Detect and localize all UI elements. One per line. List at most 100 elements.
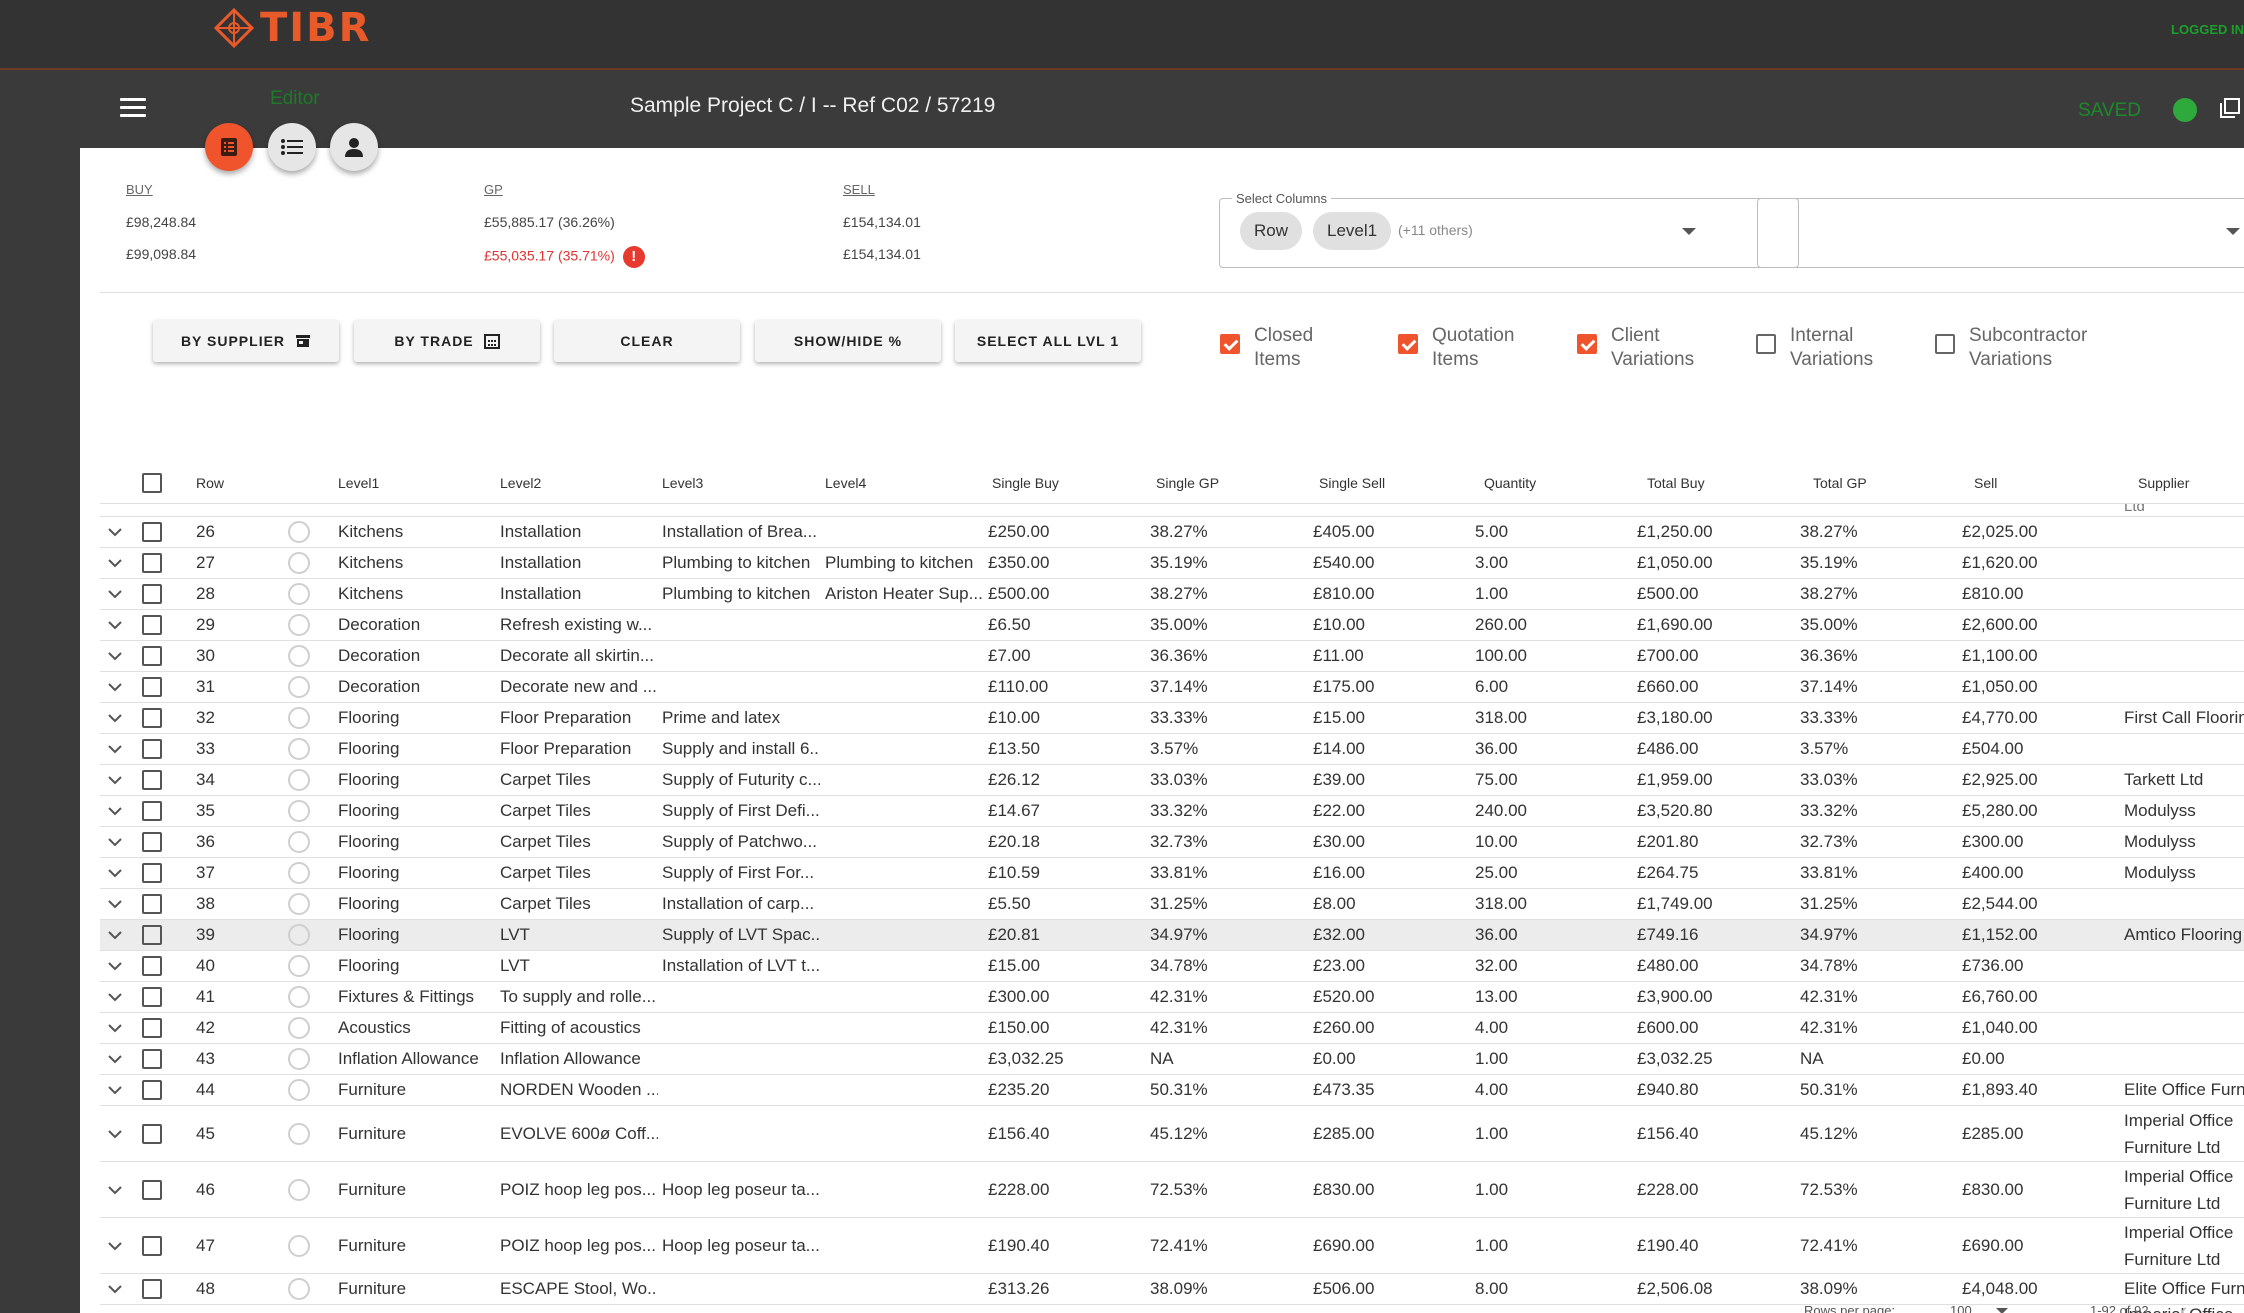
column-chip-row[interactable]: Row (1240, 212, 1303, 250)
row-radio[interactable] (288, 614, 310, 636)
row-checkbox[interactable] (142, 584, 162, 604)
table-row[interactable]: 34 Flooring Carpet Tiles Supply of Futurity… (100, 765, 2244, 796)
row-radio[interactable] (288, 955, 310, 977)
row-radio[interactable] (288, 1017, 310, 1039)
column-chip-level1[interactable]: Level1 (1313, 212, 1392, 250)
clear-button[interactable]: CLEAR (554, 320, 740, 362)
hamburger-menu-icon[interactable] (120, 98, 146, 118)
table-row[interactable]: 30 Decoration Decorate all skirtin... £7.00… (100, 641, 2244, 672)
column-header-single-buy[interactable]: Single Buy (992, 475, 1059, 491)
row-checkbox[interactable] (142, 1179, 162, 1200)
expand-chevron-icon[interactable] (108, 899, 122, 909)
row-radio[interactable] (288, 862, 310, 884)
subcontractor-variations-filter[interactable]: Subcontractor Variations (1935, 324, 2087, 372)
expand-chevron-icon[interactable] (108, 868, 122, 878)
table-row[interactable]: 37 Flooring Carpet Tiles Supply of First Fo… (100, 858, 2244, 889)
expand-chevron-icon[interactable] (108, 1023, 122, 1033)
column-header-level2[interactable]: Level2 (500, 475, 542, 491)
tibr-logo[interactable]: TIBR (214, 4, 371, 52)
client-variations-filter[interactable]: Client Variations (1577, 324, 1721, 372)
expand-chevron-icon[interactable] (108, 775, 122, 785)
expand-chevron-icon[interactable] (108, 558, 122, 568)
row-checkbox[interactable] (142, 646, 162, 666)
table-row[interactable]: 39 Flooring LVT Supply of LVT Spac... £20.81… (100, 920, 2244, 951)
dropdown-arrow-icon[interactable] (1682, 228, 1696, 235)
secondary-select-dropdown[interactable] (1757, 198, 2244, 268)
table-row[interactable]: 27 Kitchens Installation Plumbing to kitche… (100, 548, 2244, 579)
previous-page-icon[interactable]: ‹ (2180, 1298, 2188, 1313)
expand-chevron-icon[interactable] (108, 930, 122, 940)
row-radio[interactable] (288, 893, 310, 915)
table-row[interactable]: 47 Furniture POIZ hoop leg pos... Hoop leg … (100, 1218, 2244, 1274)
expand-chevron-icon[interactable] (108, 589, 122, 599)
row-radio[interactable] (288, 738, 310, 760)
row-radio[interactable] (288, 769, 310, 791)
row-checkbox[interactable] (142, 801, 162, 821)
expand-chevron-icon[interactable] (108, 651, 122, 661)
row-checkbox[interactable] (142, 770, 162, 790)
row-checkbox[interactable] (142, 1018, 162, 1038)
quotation-items-filter[interactable]: Quotation Items (1398, 324, 1542, 372)
expand-chevron-icon[interactable] (108, 1054, 122, 1064)
row-checkbox[interactable] (142, 987, 162, 1007)
open-window-icon[interactable] (2220, 98, 2240, 118)
column-header-total-buy[interactable]: Total Buy (1647, 475, 1705, 491)
expand-chevron-icon[interactable] (108, 806, 122, 816)
client-variations-checkbox[interactable] (1577, 334, 1597, 354)
dropdown-arrow-icon[interactable] (2226, 228, 2240, 235)
column-header-supplier[interactable]: Supplier (2138, 475, 2190, 491)
row-radio[interactable] (288, 1079, 310, 1101)
column-header-single-sell[interactable]: Single Sell (1319, 475, 1386, 491)
expand-chevron-icon[interactable] (108, 1129, 122, 1139)
list-view-button[interactable] (268, 123, 316, 171)
row-radio[interactable] (288, 924, 310, 946)
row-radio[interactable] (288, 676, 310, 698)
by-trade-button[interactable]: BY TRADE (354, 320, 540, 362)
column-header-level3[interactable]: Level3 (662, 475, 704, 491)
row-radio[interactable] (288, 645, 310, 667)
quotation-items-checkbox[interactable] (1398, 334, 1418, 354)
expand-chevron-icon[interactable] (108, 1241, 122, 1251)
column-header-quantity[interactable]: Quantity (1484, 475, 1537, 491)
select-columns-dropdown[interactable] (1219, 198, 1799, 268)
table-row[interactable]: 36 Flooring Carpet Tiles Supply of Patchwo.… (100, 827, 2244, 858)
expand-chevron-icon[interactable] (108, 837, 122, 847)
column-header-row-number[interactable]: Row (196, 475, 225, 491)
warning-icon[interactable]: ! (622, 246, 645, 268)
expand-chevron-icon[interactable] (108, 961, 122, 971)
expand-chevron-icon[interactable] (108, 713, 122, 723)
table-row[interactable]: 48 Furniture ESCAPE Stool, Wo... £313.26 38.… (100, 1274, 2244, 1305)
rows-per-page-select[interactable]: 100 (1950, 1303, 1972, 1313)
client-view-button[interactable] (330, 123, 378, 171)
column-header-sell[interactable]: Sell (1974, 475, 1998, 491)
expand-chevron-icon[interactable] (108, 620, 122, 630)
row-radio[interactable] (288, 831, 310, 853)
row-checkbox[interactable] (142, 708, 162, 728)
internal-variations-checkbox[interactable] (1756, 334, 1776, 354)
select-all-rows-checkbox[interactable] (142, 473, 162, 493)
table-row[interactable]: 28 Kitchens Installation Plumbing to kitche… (100, 579, 2244, 610)
row-radio[interactable] (288, 521, 310, 543)
expand-chevron-icon[interactable] (108, 1284, 122, 1294)
table-row[interactable]: 26 Kitchens Installation Installation of Br… (100, 517, 2244, 548)
table-row[interactable]: 38 Flooring Carpet Tiles Installation of ca… (100, 889, 2244, 920)
row-checkbox[interactable] (142, 739, 162, 759)
column-header-total-gp[interactable]: Total GP (1813, 475, 1867, 491)
table-row[interactable]: 29 Decoration Refresh existing w... £6.50 35… (100, 610, 2244, 641)
row-checkbox[interactable] (142, 1279, 162, 1299)
expand-chevron-icon[interactable] (108, 744, 122, 754)
row-radio[interactable] (288, 1122, 310, 1145)
table-row[interactable]: 42 Acoustics Fitting of acoustics £150.00 42… (100, 1013, 2244, 1044)
column-header-level1[interactable]: Level1 (338, 475, 380, 491)
subcontractor-variations-checkbox[interactable] (1935, 334, 1955, 354)
dropdown-arrow-icon[interactable] (1996, 1308, 2008, 1313)
by-supplier-button[interactable]: BY SUPPLIER (153, 320, 339, 362)
row-radio[interactable] (288, 1048, 310, 1070)
table-row[interactable]: 40 Flooring LVT Installation of LVT t... £15… (100, 951, 2244, 982)
row-checkbox[interactable] (142, 1049, 162, 1069)
expand-chevron-icon[interactable] (108, 1085, 122, 1095)
table-row[interactable]: 31 Decoration Decorate new and ... £110.00 3… (100, 672, 2244, 703)
expand-chevron-icon[interactable] (108, 992, 122, 1002)
internal-variations-filter[interactable]: Internal Variations (1756, 324, 1900, 372)
closed-items-filter[interactable]: Closed Items (1220, 324, 1364, 372)
